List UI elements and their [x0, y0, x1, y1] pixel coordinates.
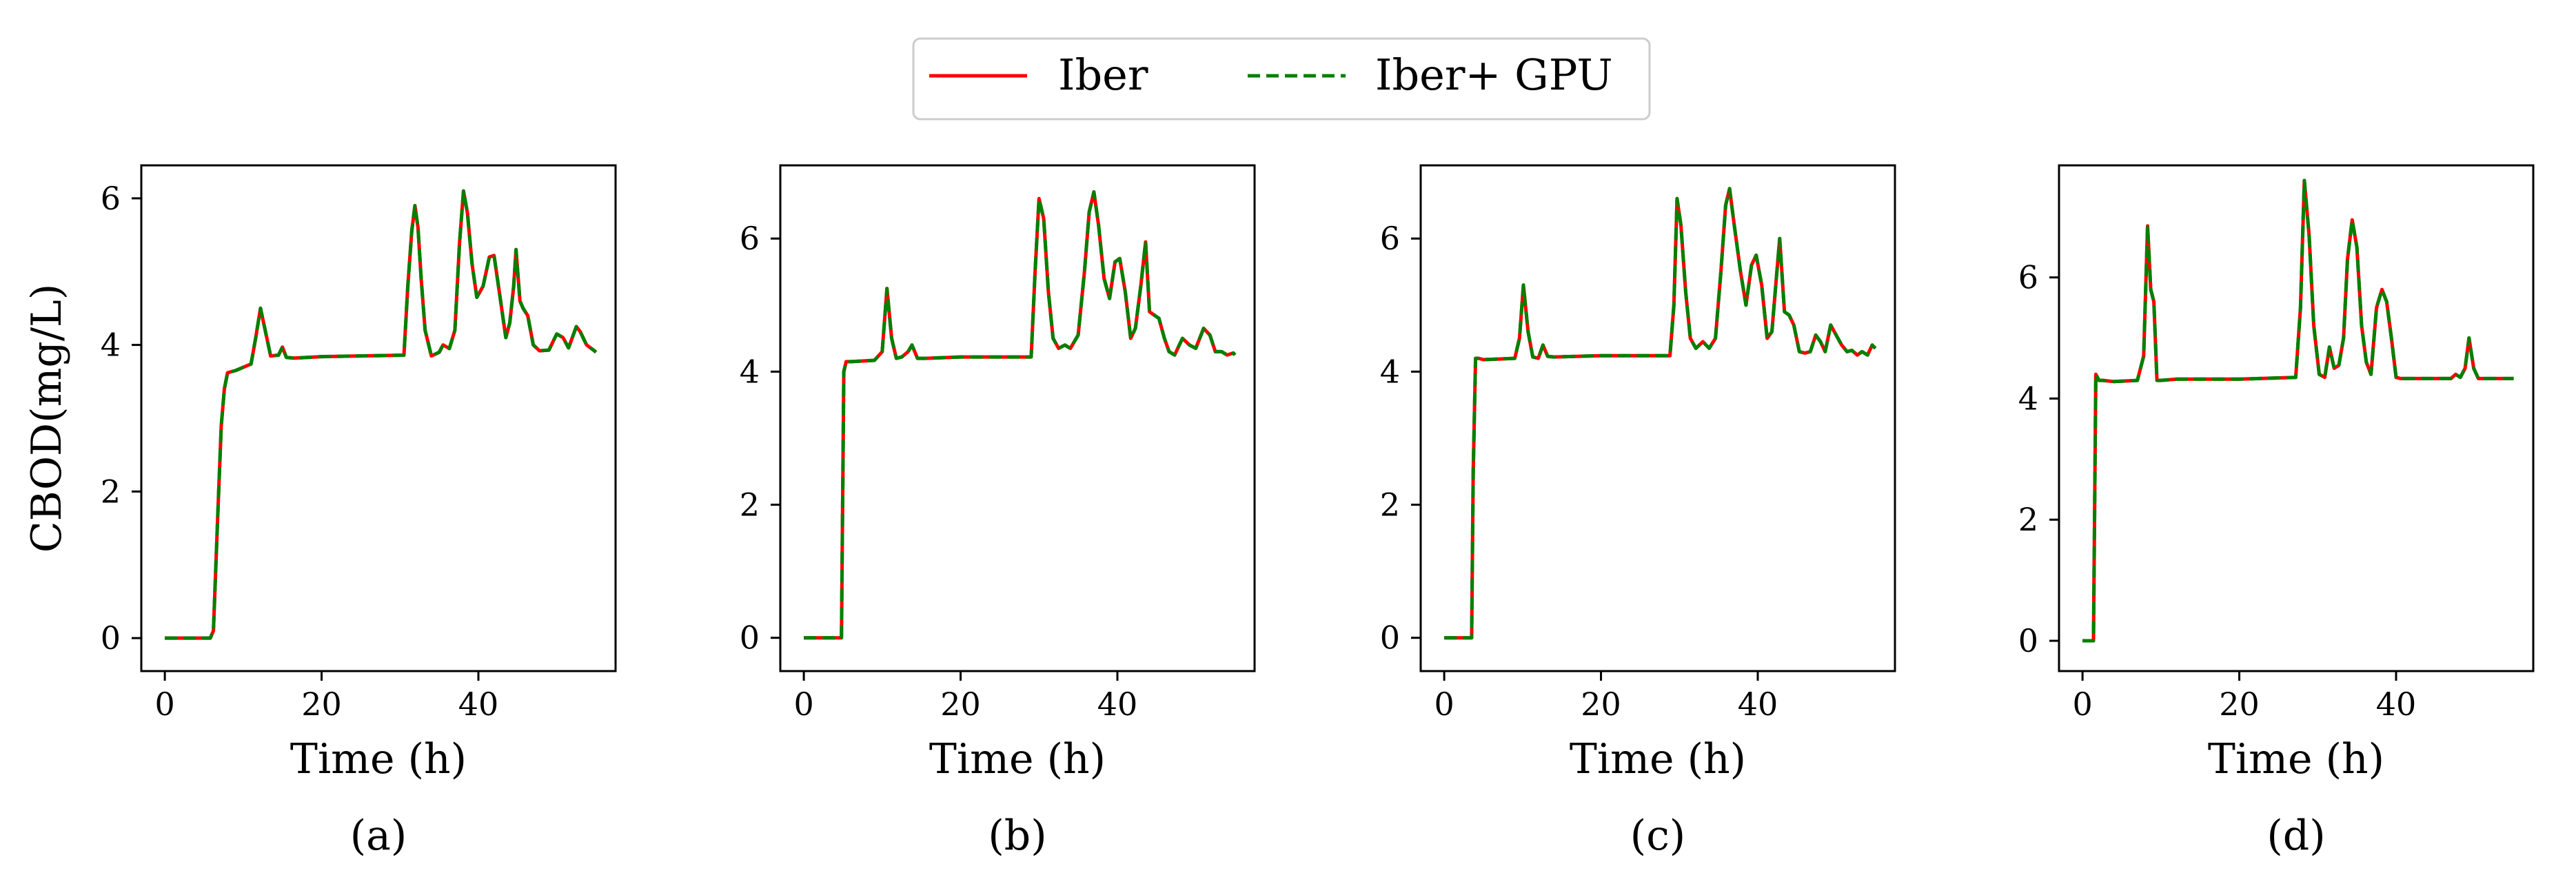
- panel-c-y-tick-label: 4: [1380, 353, 1400, 390]
- panel-d-series-iber-gpu: [2082, 178, 2514, 643]
- legend-label-iber-gpu: Iber+ GPU: [1375, 50, 1613, 100]
- legend: Iber Iber+ GPU: [912, 37, 1651, 121]
- panel-d-x-tick-label: 40: [2376, 686, 2417, 723]
- panel-a-y-tick-label: 0: [101, 619, 121, 657]
- panel-c: 0 20 40 0 2 4 6 Time (h) (c): [1380, 164, 1896, 860]
- panel-b-frame: [779, 164, 1256, 672]
- panel-b-y-tick-label: 2: [740, 486, 760, 524]
- panel-b: 0 20 40 0 2 4 6 Time (h) (b): [740, 164, 1256, 860]
- panel-a-y-tick-label: 4: [101, 327, 121, 364]
- legend-label-iber: Iber: [1058, 50, 1148, 100]
- panel-d-frame: [2058, 164, 2535, 672]
- panel-b-y-tick-label: 4: [740, 353, 760, 390]
- panel-a-y-tick-label: 2: [101, 473, 121, 510]
- panel-b-y-tick-label: 0: [740, 619, 760, 657]
- panel-d-x-axis-label: Time (h): [2208, 735, 2384, 783]
- panel-c-y-tick-label: 0: [1380, 619, 1400, 657]
- panel-a: 0 20 40 0 2 4 6 Time (h) CBOD(mg/L) (a): [23, 164, 617, 860]
- panel-c-x-tick-label: 40: [1738, 686, 1778, 723]
- panel-c-series-iber-gpu: [1444, 187, 1877, 640]
- panel-d-y-tick-label: 6: [2018, 259, 2038, 296]
- panel-a-frame: [140, 164, 617, 672]
- panel-a-x-tick-label: 0: [154, 686, 174, 723]
- panel-c-frame: [1419, 164, 1896, 672]
- panel-b-x-tick-label: 40: [1097, 686, 1138, 723]
- panel-c-series-iber: [1444, 187, 1877, 640]
- panel-b-series-iber: [804, 190, 1237, 640]
- panel-a-x-axis-label: Time (h): [290, 735, 467, 783]
- panel-c-x-tick-label: 20: [1581, 686, 1621, 723]
- panel-b-x-tick-label: 20: [940, 686, 981, 723]
- panel-a-x-tick-label: 20: [301, 686, 342, 723]
- panel-a-series-iber-gpu: [165, 189, 598, 640]
- panel-b-x-axis-label: Time (h): [929, 735, 1106, 783]
- panel-c-x-axis-label: Time (h): [1570, 735, 1746, 783]
- panel-d: 0 20 40 0 2 4 6 Time (h) (d): [2018, 164, 2535, 860]
- panel-b-caption: (b): [988, 812, 1046, 860]
- legend-frame: [912, 37, 1651, 121]
- panel-a-y-tick-label: 6: [101, 180, 121, 217]
- panel-c-y-tick-label: 2: [1380, 486, 1400, 524]
- panel-a-caption: (a): [350, 812, 407, 860]
- panel-c-y-tick-label: 6: [1380, 220, 1400, 257]
- panel-c-caption: (c): [1630, 812, 1685, 860]
- panel-d-caption: (d): [2266, 812, 2325, 860]
- panel-b-series-iber-gpu: [804, 190, 1237, 640]
- panel-a-y-axis-label: CBOD(mg/L): [23, 284, 71, 553]
- panel-a-series-iber: [165, 189, 598, 640]
- panel-a-x-tick-label: 40: [458, 686, 499, 723]
- panel-d-y-tick-label: 0: [2018, 622, 2038, 659]
- panel-b-y-tick-label: 6: [740, 220, 760, 257]
- panel-d-x-tick-label: 20: [2219, 686, 2260, 723]
- panel-b-x-tick-label: 0: [793, 686, 813, 723]
- panel-d-y-tick-label: 2: [2018, 501, 2038, 538]
- panel-c-x-tick-label: 0: [1434, 686, 1454, 723]
- panel-d-y-tick-label: 4: [2018, 380, 2038, 417]
- panel-d-x-tick-label: 0: [2072, 686, 2092, 723]
